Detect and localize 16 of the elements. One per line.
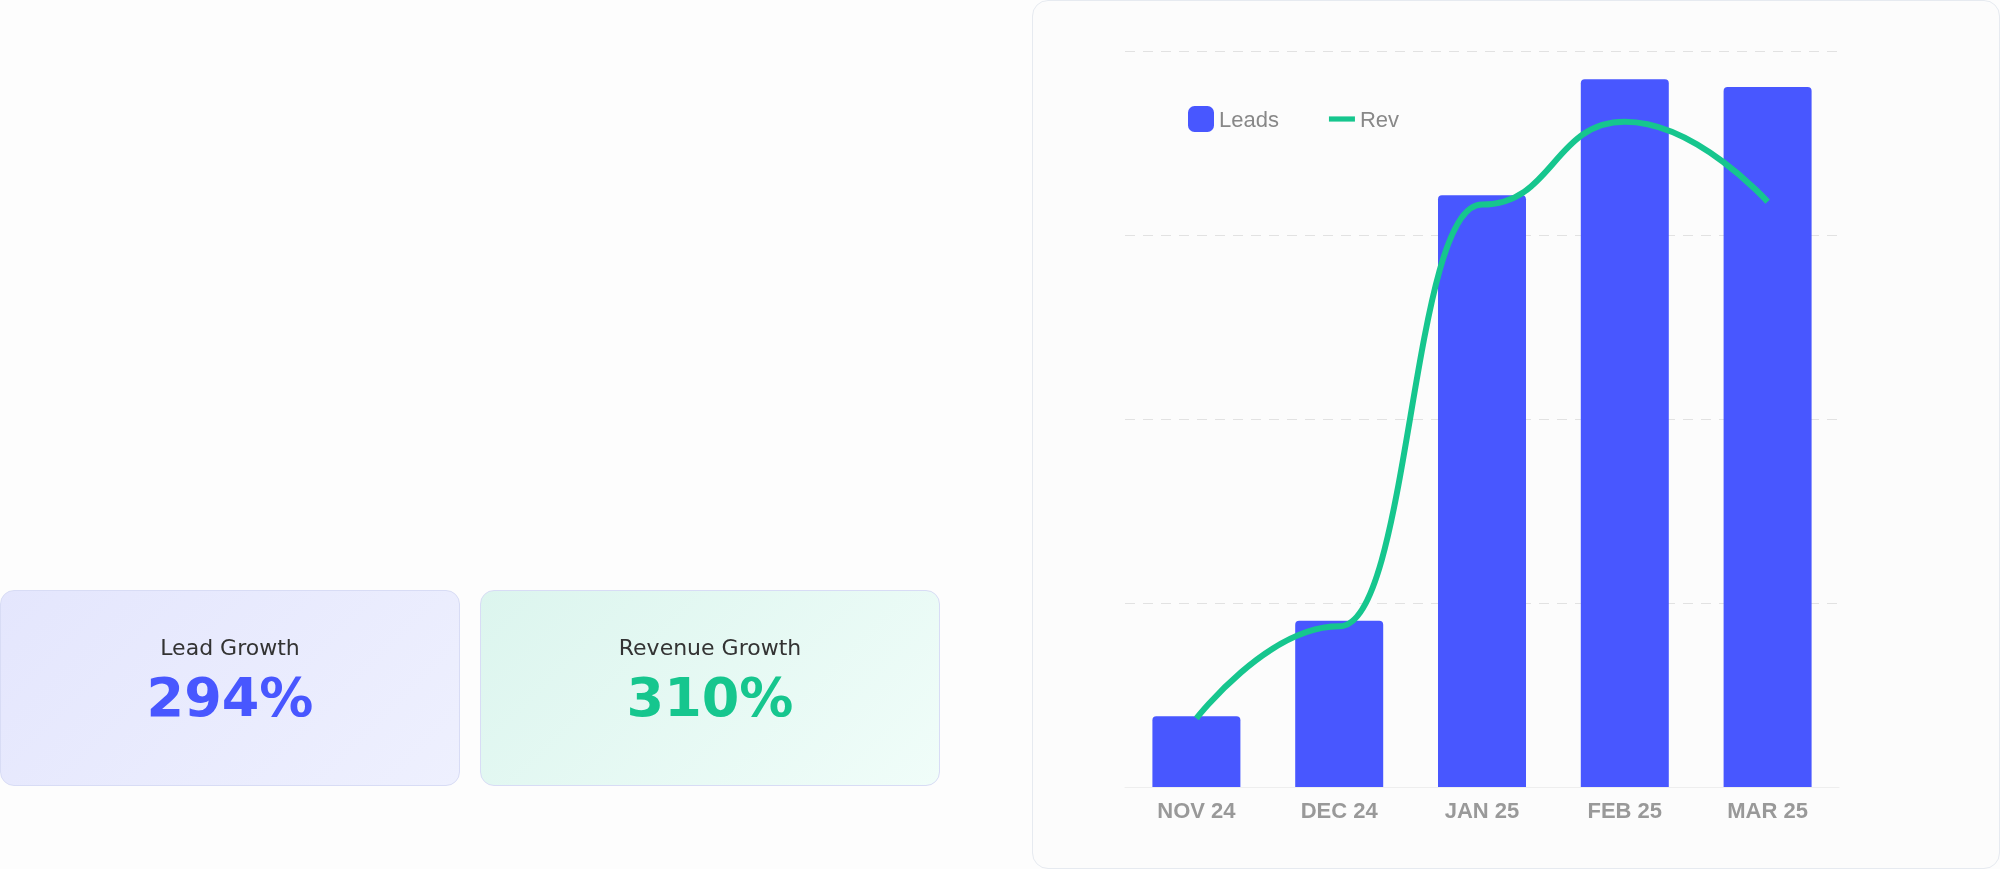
legend-label: Rev — [1359, 106, 1400, 132]
text: 310% — [625, 666, 795, 729]
bar — [1438, 195, 1526, 787]
x-tick-label: NOV 24 — [1157, 797, 1237, 823]
text: Lead Growth — [159, 635, 301, 660]
legend-label: Leads — [1219, 106, 1279, 132]
x-tick-label: DEC 24 — [1300, 797, 1379, 823]
x-tick-label: MAR 25 — [1727, 797, 1808, 823]
x-tick-label: JAN 25 — [1444, 797, 1520, 823]
bar — [1723, 87, 1812, 787]
x-tick-label: FEB 25 — [1587, 797, 1663, 823]
bar — [1295, 620, 1384, 787]
bar — [1152, 716, 1241, 787]
text: 294% — [145, 666, 315, 729]
text: Revenue Growth — [617, 635, 803, 660]
bar — [1580, 79, 1669, 787]
